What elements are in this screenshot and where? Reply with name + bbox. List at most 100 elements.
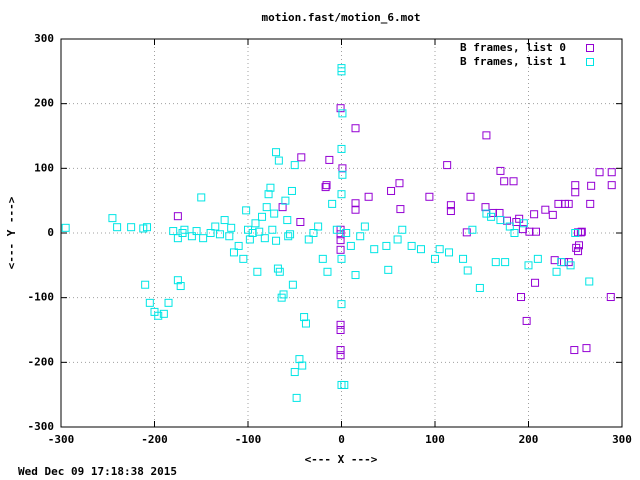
point xyxy=(274,156,283,165)
point xyxy=(322,181,331,190)
point xyxy=(229,248,238,257)
point xyxy=(586,199,595,208)
point xyxy=(286,230,295,239)
point xyxy=(517,293,526,302)
point xyxy=(199,234,208,243)
point xyxy=(272,236,281,245)
point xyxy=(245,235,254,244)
point xyxy=(481,203,490,212)
point xyxy=(325,155,334,164)
point xyxy=(281,196,290,205)
point xyxy=(336,326,345,334)
point xyxy=(234,241,243,250)
point xyxy=(571,188,580,197)
point xyxy=(211,222,220,231)
point xyxy=(552,267,561,276)
point xyxy=(180,225,189,234)
point xyxy=(284,232,293,241)
point xyxy=(557,258,566,267)
point xyxy=(278,203,287,212)
point xyxy=(519,219,528,228)
point xyxy=(328,199,337,208)
point xyxy=(336,245,345,254)
x-tick-label: 200 xyxy=(519,433,539,446)
point xyxy=(468,225,477,234)
point xyxy=(264,190,273,199)
point xyxy=(336,236,345,245)
point xyxy=(446,207,455,216)
point xyxy=(342,229,351,237)
point xyxy=(531,227,540,236)
point xyxy=(176,282,185,291)
point xyxy=(113,223,122,232)
point xyxy=(530,210,539,219)
point xyxy=(500,177,509,186)
point xyxy=(239,254,248,263)
point xyxy=(295,355,304,364)
point xyxy=(462,228,471,237)
point xyxy=(518,225,527,234)
x-tick-label: -100 xyxy=(235,433,262,446)
point xyxy=(164,298,173,307)
point xyxy=(495,208,504,217)
point xyxy=(337,190,346,199)
point xyxy=(364,192,373,201)
point xyxy=(522,316,531,325)
point xyxy=(595,168,604,177)
point xyxy=(356,232,365,241)
point xyxy=(206,229,215,237)
point xyxy=(576,228,585,237)
point xyxy=(431,254,439,263)
point xyxy=(173,212,182,221)
point xyxy=(548,210,557,219)
point xyxy=(336,346,345,355)
y-tick-label: -300 xyxy=(28,420,55,433)
point xyxy=(251,219,260,228)
point xyxy=(290,161,299,170)
y-tick-label: 300 xyxy=(34,32,54,45)
point xyxy=(61,223,70,232)
point xyxy=(560,258,569,267)
point xyxy=(570,346,579,355)
point xyxy=(496,216,505,225)
point xyxy=(582,344,591,353)
point xyxy=(227,223,236,232)
point xyxy=(393,235,402,244)
point xyxy=(127,223,136,232)
point xyxy=(571,229,580,237)
point xyxy=(435,245,444,254)
point xyxy=(445,248,454,257)
point xyxy=(398,225,407,234)
legend-marker xyxy=(586,44,594,52)
point xyxy=(338,170,347,179)
point xyxy=(141,280,150,289)
point xyxy=(382,241,391,250)
x-tick-label: 300 xyxy=(612,433,632,446)
legend-marker xyxy=(586,58,594,66)
point xyxy=(145,298,154,307)
point xyxy=(297,153,306,162)
point xyxy=(459,254,468,263)
point xyxy=(496,166,505,175)
point xyxy=(288,280,297,289)
point xyxy=(321,183,330,192)
plot-frame xyxy=(60,38,623,428)
point xyxy=(337,144,346,153)
point xyxy=(607,168,616,177)
point xyxy=(475,283,484,292)
point xyxy=(566,261,575,270)
x-tick-label: 100 xyxy=(425,433,445,446)
point xyxy=(242,206,251,215)
point xyxy=(346,241,355,250)
point xyxy=(336,104,345,113)
point xyxy=(482,131,491,140)
point xyxy=(396,205,405,214)
point xyxy=(225,232,234,241)
point xyxy=(351,199,360,208)
point xyxy=(384,265,393,274)
point xyxy=(314,222,323,231)
point xyxy=(336,351,345,360)
point xyxy=(108,214,117,223)
point xyxy=(287,186,296,195)
y-tick-label: -100 xyxy=(28,291,55,304)
